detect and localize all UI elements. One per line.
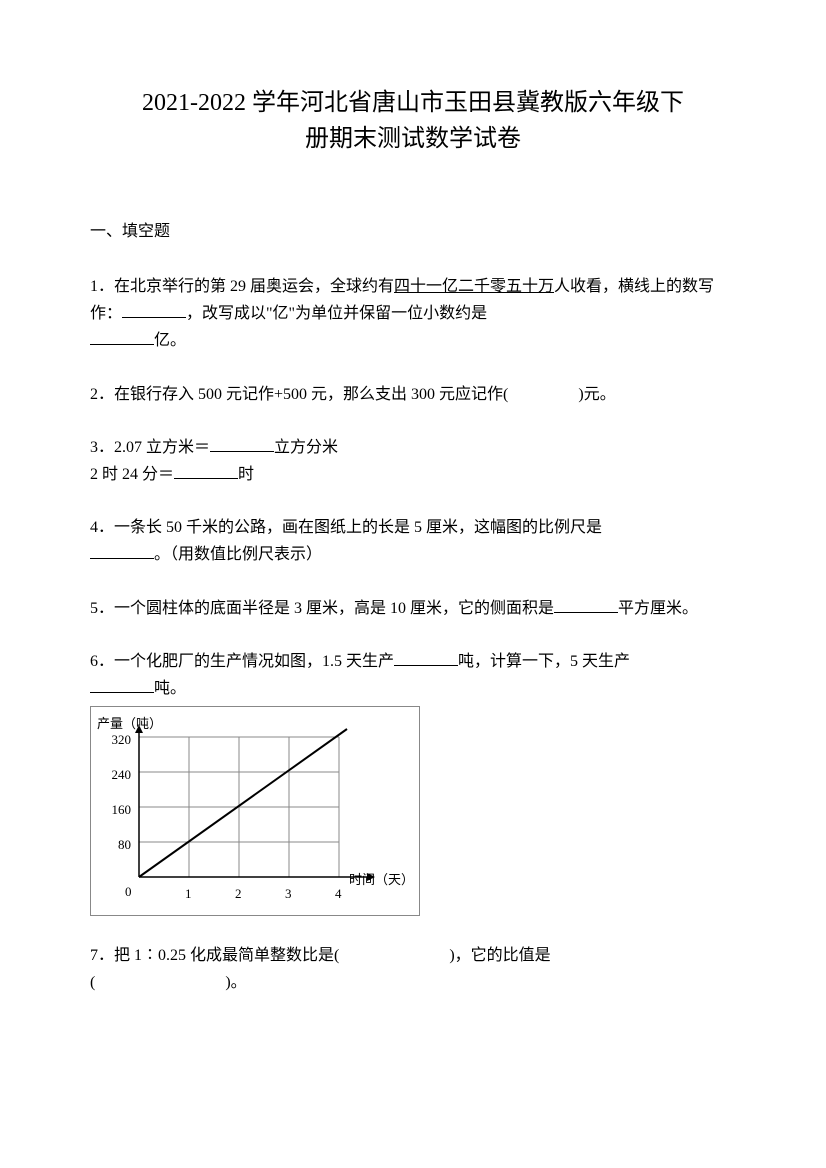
q6-text-2: 吨，计算一下，5 天生产 — [458, 653, 630, 670]
chart-ytick-1: 80 — [118, 834, 131, 856]
q6-text-1: 6．一个化肥厂的生产情况如图，1.5 天生产 — [90, 653, 394, 670]
q3-blank-1 — [210, 436, 274, 452]
question-6: 6．一个化肥厂的生产情况如图，1.5 天生产吨，计算一下，5 天生产吨。 产量（… — [90, 648, 736, 916]
chart-ytick-0: 0 — [125, 881, 132, 903]
chart-xtick-1: 1 — [185, 883, 192, 905]
q7-text-3: ( — [90, 974, 95, 991]
title-line-1: 2021-2022 学年河北省唐山市玉田县冀教版六年级下 — [90, 85, 736, 121]
q7-text-2: )，它的比值是 — [449, 947, 550, 964]
question-2: 2．在银行存入 500 元记作+500 元，那么支出 300 元应记作( )元。 — [90, 381, 736, 408]
chart-ytick-2: 160 — [112, 799, 132, 821]
q3-l2-text-1: 2 时 24 分＝ — [90, 466, 174, 483]
document-title: 2021-2022 学年河北省唐山市玉田县冀教版六年级下 册期末测试数学试卷 — [90, 85, 736, 157]
question-3: 3．2.07 立方米＝ 立方分米 2 时 24 分＝ 时 — [90, 434, 736, 488]
q6-text-3: 吨。 — [154, 680, 186, 697]
chart-ytick-4: 320 — [112, 729, 132, 751]
q6-blank-1 — [394, 650, 458, 666]
q5-text-1: 5．一个圆柱体的底面半径是 3 厘米，高是 10 厘米，它的侧面积是 — [90, 600, 554, 617]
question-7: 7．把 1∶0.25 化成最简单整数比是( )，它的比值是 ( )。 — [90, 942, 736, 996]
q3-blank-2 — [174, 463, 238, 479]
q5-blank-1 — [554, 597, 618, 613]
q2-text-1: 2．在银行存入 500 元记作+500 元，那么支出 300 元应记作( — [90, 386, 508, 403]
q1-text-1: 1．在北京举行的第 29 届奥运会，全球约有 — [90, 278, 394, 295]
q4-text-1: 4．一条长 50 千米的公路，画在图纸上的长是 5 厘米，这幅图的比例尺是 — [90, 519, 602, 536]
q4-blank-1 — [90, 543, 154, 559]
q1-blank-1 — [122, 302, 186, 318]
q7-text-1: 7．把 1∶0.25 化成最简单整数比是( — [90, 947, 339, 964]
q6-blank-2 — [90, 677, 154, 693]
q1-text-3: ，改写成以"亿"为单位并保留一位小数约是 — [186, 305, 487, 322]
q3-l1-text-1: 3．2.07 立方米＝ — [90, 439, 210, 456]
question-1: 1．在北京举行的第 29 届奥运会，全球约有四十一亿二千零五十万人收看，横线上的… — [90, 273, 736, 355]
q4-text-2: 。（用数值比例尺表示） — [154, 546, 322, 563]
q3-l1-text-2: 立方分米 — [274, 439, 338, 456]
question-5: 5．一个圆柱体的底面半径是 3 厘米，高是 10 厘米，它的侧面积是 平方厘米。 — [90, 595, 736, 622]
section-header-1: 一、填空题 — [90, 217, 736, 241]
q3-l2-text-2: 时 — [238, 466, 254, 483]
production-chart: 产量（吨） 080160240320 1234 时间（天） — [90, 706, 420, 916]
q1-blank-2 — [90, 329, 154, 345]
question-4: 4．一条长 50 千米的公路，画在图纸上的长是 5 厘米，这幅图的比例尺是。（用… — [90, 514, 736, 568]
chart-ytick-3: 240 — [112, 764, 132, 786]
q1-underlined: 四十一亿二千零五十万 — [394, 278, 554, 295]
q1-text-4: 亿。 — [154, 332, 186, 349]
chart-xtick-2: 2 — [235, 883, 242, 905]
q5-text-2: 平方厘米。 — [618, 600, 698, 617]
q2-text-2: )元。 — [578, 386, 615, 403]
chart-xtick-3: 3 — [285, 883, 292, 905]
q7-text-4: )。 — [225, 974, 246, 991]
chart-x-axis-label: 时间（天） — [349, 869, 414, 891]
chart-xtick-4: 4 — [335, 883, 342, 905]
title-line-2: 册期末测试数学试卷 — [90, 121, 736, 157]
